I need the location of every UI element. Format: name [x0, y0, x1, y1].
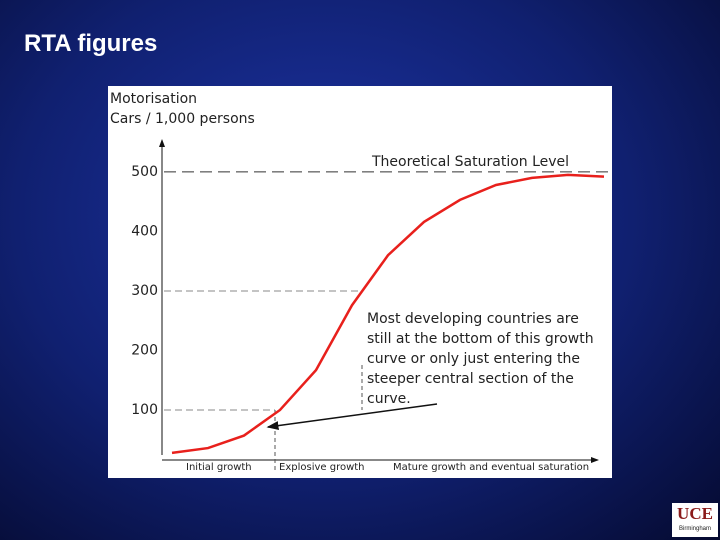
y-tick-label: 400	[131, 223, 158, 239]
annotation-text: Most developing countries are	[367, 311, 579, 327]
slide-title: RTA figures	[24, 30, 158, 57]
y-tick-label: 300	[131, 283, 158, 299]
annotation-arrow	[266, 403, 438, 431]
annotation-text: still at the bottom of this growth	[367, 331, 594, 347]
phase-label: Explosive growth	[279, 462, 365, 473]
logo: UCE Birmingham	[672, 503, 718, 537]
y-tick-label: 200	[131, 342, 158, 358]
saturation-label: Theoretical Saturation Level	[371, 154, 569, 170]
logo-subtext: Birmingham	[678, 526, 711, 532]
data-line	[171, 173, 605, 455]
y-axis-label: Cars / 1,000 persons	[110, 111, 255, 127]
logo-text: UCE	[677, 504, 713, 523]
y-tick-label: 500	[131, 164, 158, 180]
chart-background	[108, 86, 612, 478]
y-tick-label: 100	[131, 402, 158, 418]
phase-label: Initial growth	[186, 462, 252, 473]
annotation-text: curve.	[367, 391, 411, 407]
annotation-text: steeper central section of the	[367, 371, 574, 387]
phase-label: Mature growth and eventual saturation	[393, 462, 589, 473]
annotation-text: curve or only just entering the	[367, 351, 580, 367]
y-axis-label: Motorisation	[110, 91, 197, 107]
